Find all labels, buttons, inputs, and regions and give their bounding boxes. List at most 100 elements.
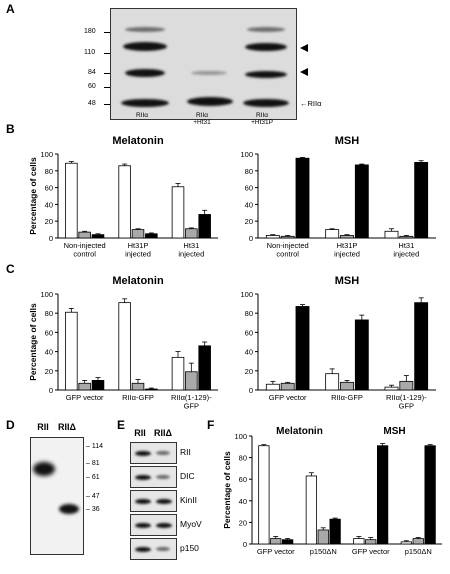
bar — [376, 445, 389, 545]
bar — [424, 445, 436, 545]
protein-label: p150 — [180, 543, 199, 553]
chart-msh-injection: MSH 0 20 40 60 80 100 Non-injected control Ht31P i… — [240, 135, 436, 259]
bar — [78, 382, 91, 391]
x-tick-label: Non-injected control — [267, 241, 309, 259]
chart-title: MSH — [335, 135, 360, 147]
x-tick-label: p150ΔN — [310, 547, 337, 556]
bar — [399, 235, 414, 239]
x-tick-label: GFP vector — [352, 547, 390, 556]
bar — [280, 235, 295, 239]
x-tick-label: Ht31 injected — [178, 241, 204, 259]
y-tick-label: 0 — [249, 234, 253, 243]
chart-title: Melatonin — [112, 275, 164, 287]
bar — [353, 538, 365, 545]
y-axis-label: Percentage of cells — [28, 157, 38, 235]
bar — [354, 319, 369, 391]
bar — [340, 381, 354, 391]
y-tick-label: 40 — [245, 348, 253, 357]
protein-label: RII — [180, 447, 191, 457]
panel-label-a: A — [6, 2, 15, 16]
y-tick-label: 0 — [49, 234, 53, 243]
mw-marker-36: – 36 — [86, 506, 100, 513]
protein-label: DIC — [180, 471, 195, 481]
bar — [340, 235, 354, 239]
mw-marker-47: – 47 — [86, 493, 100, 500]
bar — [265, 235, 280, 239]
y-tick-label: 80 — [45, 167, 53, 176]
chart-p150: 0 20 40 60 80 100 Percentage of cells GFP vecto… — [222, 426, 442, 556]
bar — [365, 539, 377, 545]
x-tick-label: Ht31P injected — [125, 241, 151, 259]
western-blot-d — [30, 437, 84, 555]
bar — [185, 371, 198, 391]
x-tick-label: Non-injected control — [64, 241, 106, 259]
bar — [282, 539, 294, 545]
y-tick-label: 100 — [40, 290, 53, 299]
lane-label: RIIα +Ht31 — [193, 112, 211, 126]
bar — [145, 388, 158, 391]
blot-dic — [130, 466, 177, 488]
bar — [118, 302, 131, 391]
blot-p150 — [130, 538, 177, 560]
y-tick-label: 60 — [45, 328, 53, 337]
bar — [65, 162, 78, 239]
x-tick-label: RIIα(1-129)-GFP — [171, 393, 212, 411]
y-tick-label: 100 — [240, 150, 253, 159]
y-tick-label: 0 — [49, 386, 53, 395]
panel-label-b: B — [6, 122, 15, 136]
y-tick-label: 100 — [234, 432, 247, 441]
panel-label-d: D — [6, 418, 15, 432]
group-title: Melatonin — [276, 426, 323, 437]
bar — [171, 356, 185, 391]
bar — [280, 382, 295, 391]
x-tick-label: GFP vector — [66, 393, 104, 402]
y-tick-label: 40 — [245, 200, 253, 209]
mw-marker-114: – 114 — [86, 443, 104, 450]
x-tick-label: RIIα(1-129)-GFP — [386, 393, 427, 411]
y-tick-label: 0 — [243, 540, 247, 549]
bar — [384, 386, 399, 391]
bar — [65, 311, 78, 391]
mw-marker-180: 180 — [84, 28, 96, 35]
bar — [412, 538, 424, 545]
y-tick-label: 40 — [239, 497, 247, 506]
bar — [118, 165, 131, 239]
y-tick-label: 20 — [245, 367, 253, 376]
y-axis-label: Percentage of cells — [222, 451, 232, 529]
y-tick-label: 20 — [45, 217, 53, 226]
mw-marker-48: 48 — [88, 100, 96, 107]
bar — [185, 228, 198, 239]
lane-label: RIIΔ — [154, 428, 172, 438]
y-tick-label: 40 — [45, 200, 53, 209]
western-blot-a — [110, 8, 297, 120]
chart-title: Melatonin — [112, 135, 164, 147]
y-tick-label: 80 — [45, 309, 53, 318]
y-tick-label: 20 — [245, 217, 253, 226]
bar — [198, 345, 211, 391]
mw-marker-61: – 61 — [86, 474, 100, 481]
y-tick-label: 60 — [45, 184, 53, 193]
lane-label: RII — [134, 428, 146, 438]
bar — [91, 234, 105, 239]
bar — [198, 214, 211, 239]
bar — [145, 233, 158, 239]
bar — [270, 538, 282, 545]
bar — [329, 518, 341, 545]
bar — [91, 380, 105, 391]
bar — [295, 306, 310, 391]
bar — [414, 302, 429, 391]
group-title: MSH — [383, 426, 405, 437]
panel-label-c: C — [6, 262, 15, 276]
x-tick-label: Ht31P injected — [334, 241, 360, 259]
y-axis-label: Percentage of cells — [28, 303, 38, 381]
mw-marker-110: 110 — [84, 49, 96, 56]
blot-kinii — [130, 490, 177, 512]
y-tick-label: 100 — [40, 150, 53, 159]
x-tick-label: Ht31 injected — [393, 241, 419, 259]
bar — [354, 164, 369, 239]
bar — [131, 229, 145, 239]
chart-title: MSH — [335, 275, 360, 287]
panel-label-f: F — [207, 418, 215, 432]
